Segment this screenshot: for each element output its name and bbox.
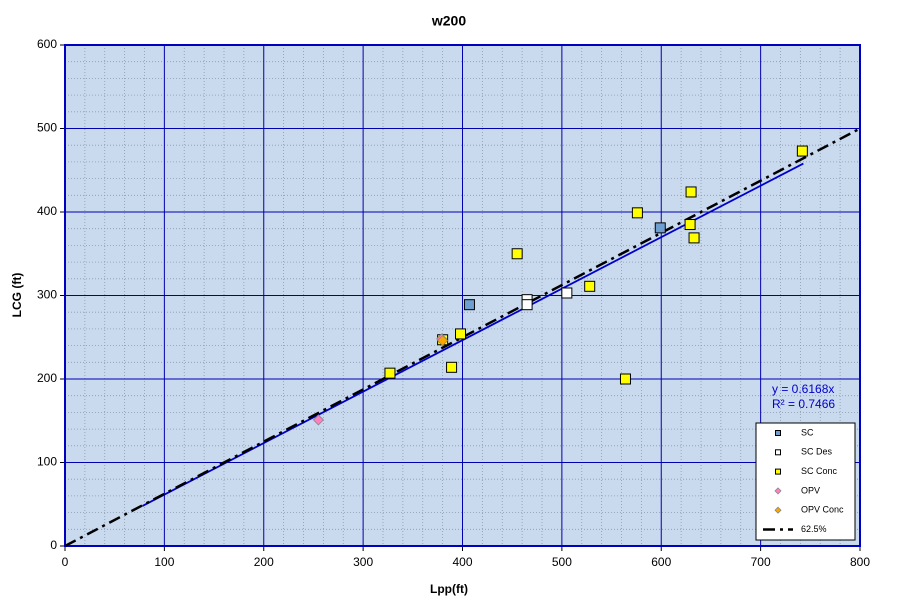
marker bbox=[796, 145, 808, 157]
legend-box bbox=[755, 422, 856, 541]
marker bbox=[437, 335, 449, 347]
x-tick-label: 200 bbox=[254, 555, 274, 569]
marker bbox=[384, 367, 396, 379]
marker bbox=[561, 287, 573, 299]
y-tick-label: 200 bbox=[37, 371, 57, 385]
plot-border bbox=[64, 44, 861, 547]
marker bbox=[521, 299, 533, 311]
legend-label: OPV Conc bbox=[801, 505, 844, 515]
marker bbox=[654, 222, 666, 234]
legend-label: OPV bbox=[801, 485, 820, 495]
y-tick-label: 400 bbox=[37, 204, 57, 218]
legend-label: SC Des bbox=[801, 447, 833, 457]
marker bbox=[684, 219, 696, 231]
marker bbox=[688, 232, 700, 244]
y-axis-label: LCG (ft) bbox=[10, 273, 24, 318]
legend-swatch bbox=[775, 430, 781, 436]
trendline-equation: y = 0.6168x bbox=[772, 382, 834, 396]
x-tick-label: 800 bbox=[850, 555, 870, 569]
x-tick-label: 500 bbox=[552, 555, 572, 569]
y-tick-label: 600 bbox=[37, 37, 57, 51]
x-tick-label: 100 bbox=[154, 555, 174, 569]
legend: SC SC Des SC Conc OPV OPV Conc 62.5% bbox=[755, 422, 856, 541]
legend-label: 62.5% bbox=[801, 524, 827, 534]
marker bbox=[619, 373, 631, 385]
x-axis-label: Lpp(ft) bbox=[430, 582, 468, 596]
y-tick-label: 100 bbox=[37, 455, 57, 469]
marker bbox=[312, 414, 324, 426]
marker bbox=[463, 299, 475, 311]
x-tick-label: 400 bbox=[452, 555, 472, 569]
legend-swatch bbox=[774, 487, 782, 495]
chart-title: w200 bbox=[431, 13, 466, 29]
x-tick-label: 600 bbox=[651, 555, 671, 569]
marker bbox=[511, 248, 523, 260]
marker bbox=[685, 186, 697, 198]
legend-swatch bbox=[774, 506, 782, 514]
x-tick-label: 300 bbox=[353, 555, 373, 569]
legend-label: SC Conc bbox=[801, 466, 838, 476]
legend-label: SC bbox=[801, 427, 814, 437]
x-tick-label: 0 bbox=[62, 555, 69, 569]
y-tick-label: 500 bbox=[37, 121, 57, 135]
marker bbox=[455, 328, 467, 340]
y-tick-label: 0 bbox=[50, 538, 57, 552]
y-tick-label: 300 bbox=[37, 288, 57, 302]
legend-swatch bbox=[775, 468, 781, 475]
marker bbox=[584, 280, 596, 292]
trendline-r-squared: R² = 0.7466 bbox=[772, 397, 835, 411]
legend-swatch bbox=[775, 449, 781, 456]
marker bbox=[631, 207, 643, 219]
marker bbox=[446, 361, 458, 373]
x-tick-label: 700 bbox=[751, 555, 771, 569]
